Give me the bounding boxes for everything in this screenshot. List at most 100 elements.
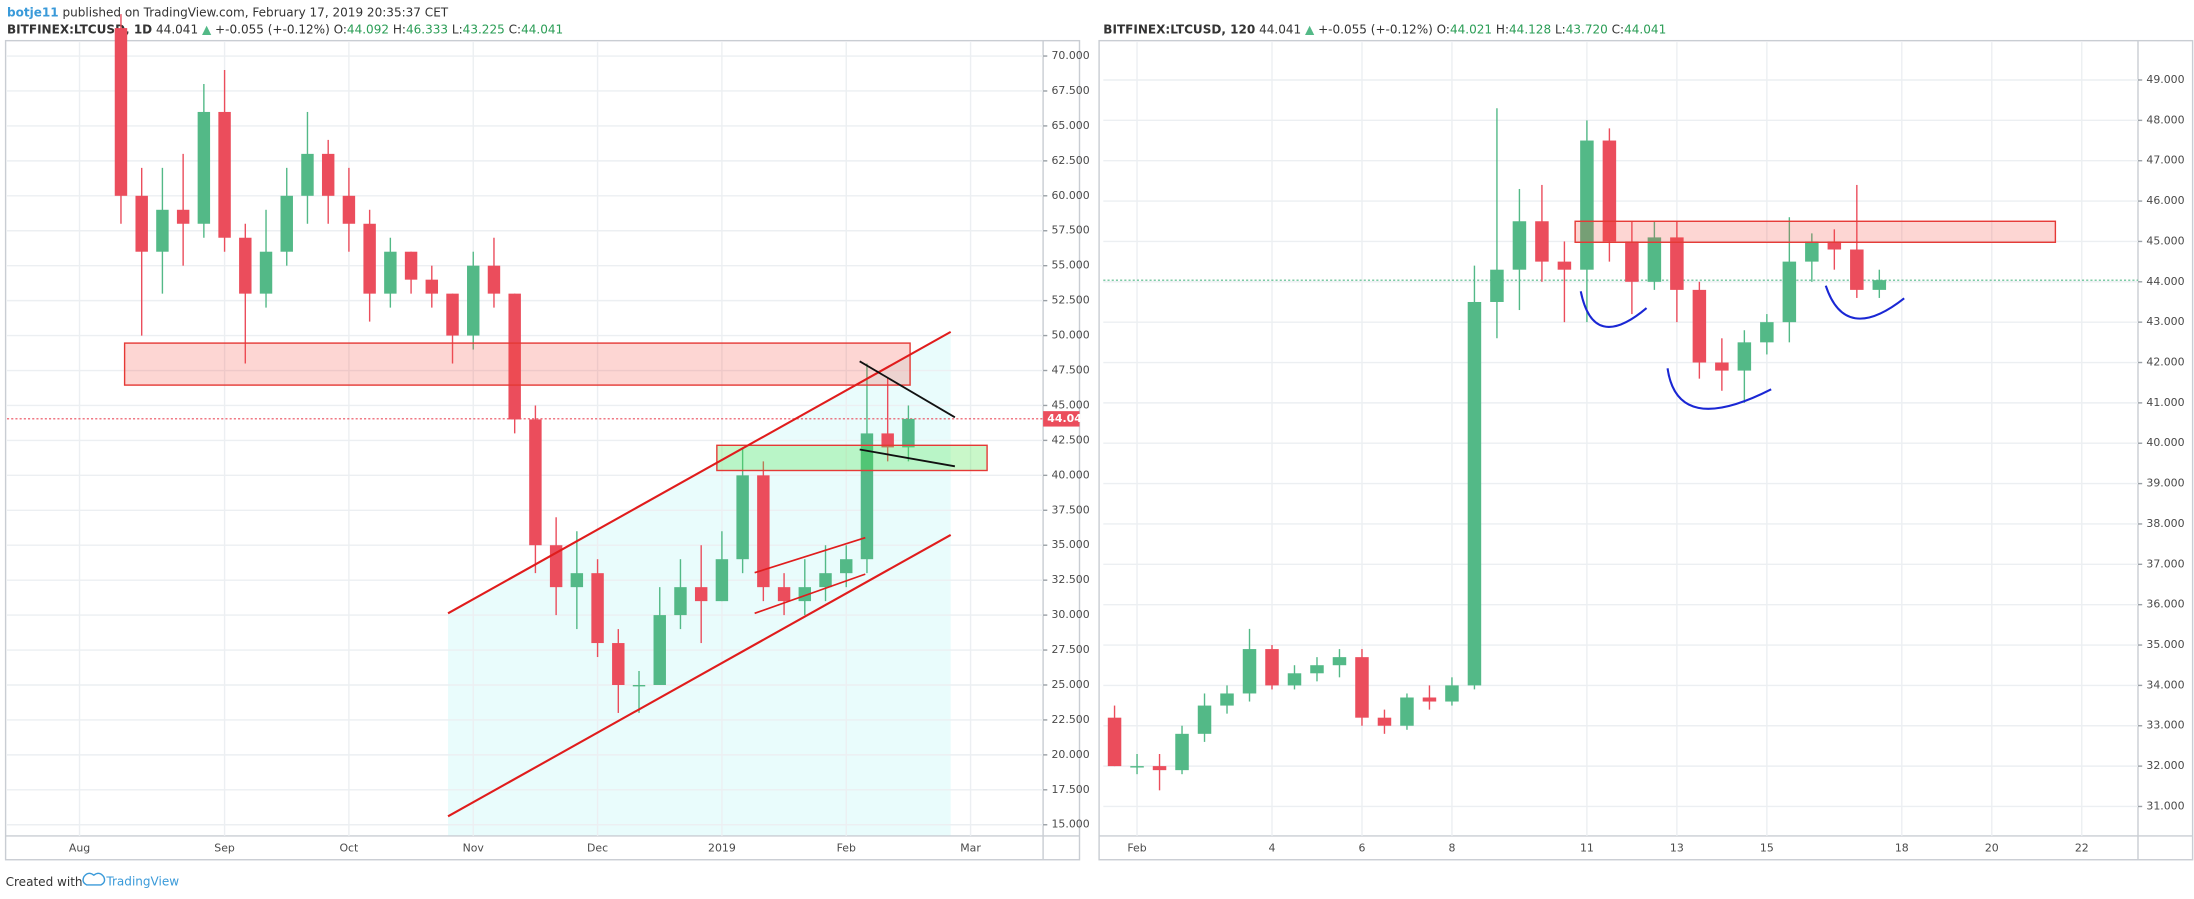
panel-frame bbox=[1098, 39, 2194, 861]
brand[interactable]: TradingView bbox=[105, 875, 179, 889]
candle-body bbox=[860, 433, 874, 560]
y-tick-label: 45.000 bbox=[1051, 398, 1089, 411]
y-tick-label: 49.000 bbox=[2146, 73, 2184, 86]
published: published on TradingView.com, February 1… bbox=[62, 5, 448, 19]
candle-body bbox=[342, 195, 356, 224]
ohlc-value: 43.720 bbox=[1566, 22, 1608, 36]
last-value: 44.041 bbox=[156, 22, 198, 36]
y-tick-label: 65.000 bbox=[1051, 119, 1089, 132]
last-value: 44.041 bbox=[1259, 22, 1301, 36]
candle-body bbox=[819, 573, 832, 588]
candle-body bbox=[1535, 221, 1549, 262]
x-tick-label: Sep bbox=[214, 842, 235, 855]
candle-body bbox=[176, 209, 190, 224]
last-price-tag bbox=[1043, 411, 1080, 427]
y-tick-label: 25.000 bbox=[1051, 678, 1089, 691]
candle-body bbox=[591, 573, 604, 644]
candle-body bbox=[239, 237, 252, 294]
wedge-bottom bbox=[754, 573, 866, 615]
candle-body bbox=[1827, 241, 1842, 250]
x-tick-label: 13 bbox=[1670, 842, 1684, 855]
ohlc-label: H: bbox=[393, 22, 406, 36]
header: botje11 published on TradingView.com, Fe… bbox=[7, 5, 449, 19]
change: +-0.055 (+-0.12%) bbox=[215, 22, 330, 36]
candle-body bbox=[508, 293, 521, 420]
drawings-back bbox=[448, 331, 951, 836]
resistance-zone bbox=[123, 342, 911, 386]
y-tick-label: 62.500 bbox=[1051, 154, 1089, 167]
y-tick-label: 34.000 bbox=[2146, 678, 2184, 691]
x-tick-label: Dec bbox=[587, 842, 608, 855]
y-tick-label: 57.500 bbox=[1051, 224, 1089, 237]
candle-body bbox=[1287, 673, 1302, 686]
candle-body bbox=[259, 251, 273, 294]
candle-body bbox=[135, 195, 148, 252]
created: Created with bbox=[6, 875, 83, 889]
y-tick-label: 47.000 bbox=[2146, 154, 2184, 167]
candle-body bbox=[1197, 705, 1212, 734]
y-tick-label: 22.500 bbox=[1051, 713, 1089, 726]
candle-body bbox=[1400, 697, 1414, 726]
candle-body bbox=[1602, 140, 1617, 242]
support-zone bbox=[716, 444, 988, 472]
candle-body bbox=[1670, 237, 1684, 290]
candle-body bbox=[1715, 362, 1729, 371]
candle-body bbox=[1220, 693, 1234, 706]
candle-body bbox=[404, 251, 418, 280]
candle-body bbox=[280, 195, 293, 252]
ohlc-label: O: bbox=[334, 22, 347, 36]
candle-body bbox=[757, 475, 770, 588]
x-tick-label: Oct bbox=[339, 842, 359, 855]
y-tick-label: 36.000 bbox=[2146, 598, 2184, 611]
candle-body bbox=[363, 223, 376, 294]
y-tick-label: 43.000 bbox=[2146, 315, 2184, 328]
y-tick-label: 40.000 bbox=[1051, 468, 1089, 481]
y-tick-label: 17.500 bbox=[1051, 783, 1089, 796]
candle-body bbox=[777, 587, 791, 602]
y-tick-label: 55.000 bbox=[1051, 259, 1089, 272]
symbol: BITFINEX:LTCUSD, 120 bbox=[1103, 22, 1255, 36]
candle-body bbox=[1130, 766, 1144, 768]
y-tick-label: 20.000 bbox=[1051, 748, 1089, 761]
candle-body bbox=[1310, 665, 1324, 674]
candle-body bbox=[301, 153, 314, 196]
candle-body bbox=[1377, 717, 1392, 726]
right-shoulder bbox=[1824, 285, 1905, 320]
x-tick-label: Aug bbox=[69, 842, 90, 855]
y-tick-label: 44.000 bbox=[2146, 275, 2184, 288]
candle-body bbox=[1242, 649, 1257, 694]
ohlc-label: C: bbox=[1612, 22, 1624, 36]
y-tick-label: 35.000 bbox=[2146, 638, 2184, 651]
candle-body bbox=[321, 153, 335, 196]
wedge-top bbox=[754, 536, 866, 574]
candle-body bbox=[1175, 733, 1189, 771]
candle-body bbox=[840, 559, 853, 574]
candle-body bbox=[1422, 697, 1437, 702]
candle-body bbox=[1760, 322, 1774, 343]
candle-body bbox=[1692, 289, 1707, 363]
brand-logo bbox=[82, 872, 106, 886]
channel-bottom bbox=[447, 533, 952, 818]
x-tick-label: 11 bbox=[1580, 842, 1594, 855]
y-tick-label: 52.500 bbox=[1051, 294, 1089, 307]
author[interactable]: botje11 bbox=[7, 5, 59, 19]
y-tick-label: 35.000 bbox=[1051, 538, 1089, 551]
y-tick-label: 37.000 bbox=[2146, 557, 2184, 570]
ohlc-label: C: bbox=[509, 22, 521, 36]
ohlc-value: 44.092 bbox=[347, 22, 389, 36]
ohlc-label: L: bbox=[452, 22, 463, 36]
ohlc-label: H: bbox=[1496, 22, 1509, 36]
candle-body bbox=[881, 433, 894, 448]
x-tick-label: Feb bbox=[837, 842, 856, 855]
symbol-header: BITFINEX:LTCUSD, 1D 44.041 ▲ +-0.055 (+-… bbox=[7, 22, 563, 36]
x-tick-label: 8 bbox=[1448, 842, 1455, 855]
up-arrow: ▲ bbox=[1305, 22, 1315, 36]
y-tick-label: 38.000 bbox=[2146, 517, 2184, 530]
candle-body bbox=[1580, 140, 1594, 270]
x-tick-label: 2019 bbox=[708, 842, 736, 855]
candle-body bbox=[1107, 717, 1122, 767]
y-tick-label: 42.500 bbox=[1051, 433, 1089, 446]
candle-body bbox=[1782, 261, 1797, 323]
candle-body bbox=[114, 28, 128, 196]
